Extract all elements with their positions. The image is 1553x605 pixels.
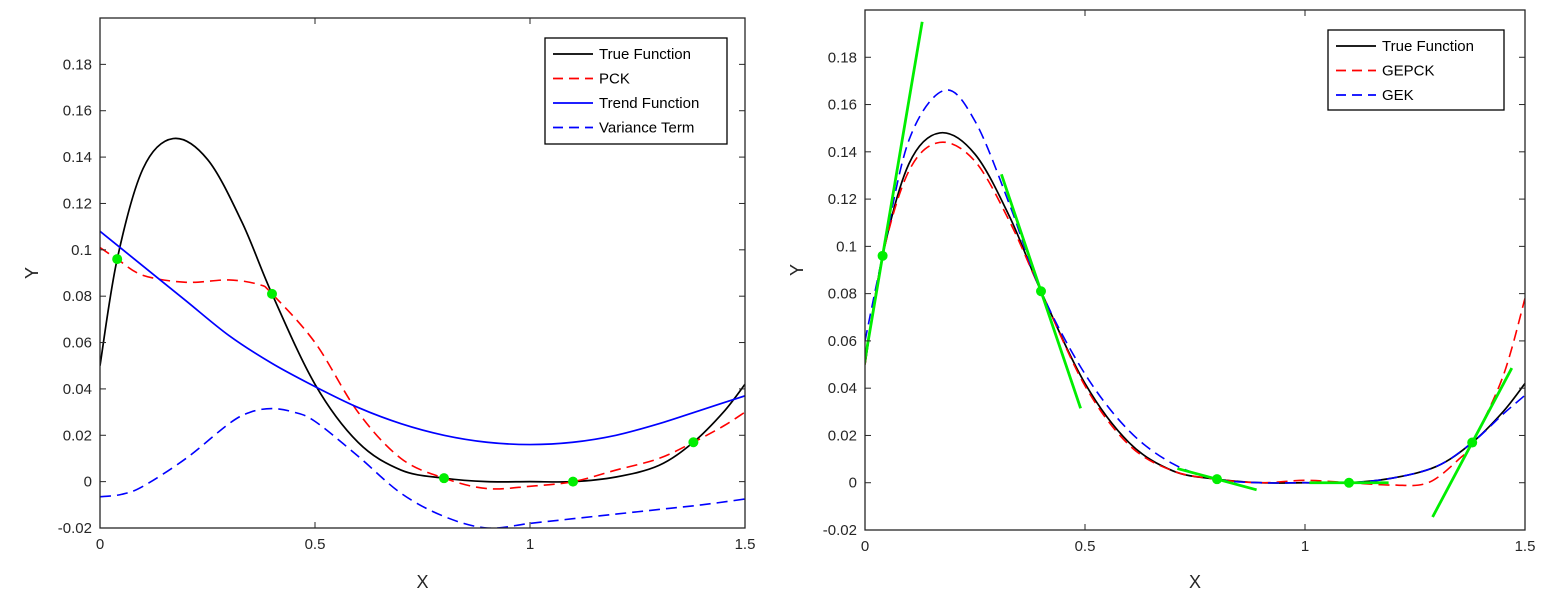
series-line-true-function bbox=[100, 137, 745, 483]
legend-label-pck: PCK bbox=[599, 71, 630, 88]
y-tick-label: 0.06 bbox=[63, 335, 92, 352]
y-tick-label: -0.02 bbox=[823, 522, 857, 539]
sample-point bbox=[1344, 477, 1354, 488]
y-tick-label: 0.02 bbox=[63, 427, 92, 444]
x-tick-label: 1.5 bbox=[735, 536, 756, 553]
legend-label-true-function: True Function bbox=[599, 46, 691, 63]
y-axis-label: Y bbox=[787, 264, 807, 276]
plot-area bbox=[865, 21, 1525, 518]
sample-point bbox=[112, 254, 123, 265]
y-tick-label: -0.02 bbox=[58, 520, 92, 537]
y-tick-label: 0.1 bbox=[71, 242, 92, 259]
y-tick-label: 0.08 bbox=[63, 288, 92, 305]
legend-label-gek: GEK bbox=[1382, 87, 1414, 104]
y-tick-label: 0.18 bbox=[828, 49, 857, 66]
y-tick-label: 0.18 bbox=[63, 56, 92, 73]
x-tick-label: 1 bbox=[526, 536, 534, 553]
chart-panel-right: 0 0.5 1 1.5-0.0200.020.040.060.080.10.120.1… bbox=[787, 9, 1536, 592]
y-tick-label: 0 bbox=[84, 474, 92, 491]
x-axis-label: X bbox=[1189, 572, 1201, 592]
axes-box bbox=[864, 9, 1526, 531]
x-axis-label: X bbox=[416, 572, 428, 592]
y-axis-label: Y bbox=[22, 267, 42, 279]
series-line-gepck bbox=[865, 141, 1525, 487]
x-tick-label: 1 bbox=[1301, 538, 1309, 555]
legend-box bbox=[544, 37, 728, 145]
series-line-gek bbox=[865, 89, 1525, 484]
sample-point bbox=[267, 288, 277, 299]
x-tick-label: 0.5 bbox=[1075, 538, 1096, 555]
y-tick-label: 0.16 bbox=[828, 97, 857, 114]
series-line-trend-function bbox=[100, 230, 745, 446]
y-tick-label: 0.08 bbox=[828, 286, 857, 303]
y-tick-label: 0.14 bbox=[828, 144, 857, 161]
y-tick-label: 0.14 bbox=[63, 149, 92, 166]
sample-point bbox=[1212, 474, 1222, 485]
sample-point bbox=[568, 476, 578, 487]
series-line-variance-term bbox=[100, 407, 745, 528]
y-tick-label: 0.06 bbox=[828, 333, 857, 350]
sample-point bbox=[1467, 437, 1478, 448]
legend: True Function PCK Trend Function Variance T… bbox=[544, 37, 728, 145]
legend-label-variance-term: Variance Term bbox=[599, 120, 694, 137]
y-tick-label: 0.04 bbox=[63, 381, 92, 398]
sample-point bbox=[439, 473, 449, 484]
y-tick-label: 0.12 bbox=[828, 191, 857, 208]
axes-box bbox=[99, 17, 746, 529]
legend-label-gepck: GEPCK bbox=[1382, 63, 1435, 80]
plot-area bbox=[100, 137, 745, 528]
legend: True Function GEPCK GEK bbox=[1327, 29, 1505, 111]
y-tick-label: 0.12 bbox=[63, 195, 92, 212]
x-tick-label: 0 bbox=[861, 538, 869, 555]
y-tick-label: 0.1 bbox=[836, 238, 857, 255]
legend-label-trend-function: Trend Function bbox=[599, 95, 699, 112]
legend-label-true-function: True Function bbox=[1382, 38, 1474, 55]
series-line-true-function bbox=[865, 131, 1525, 484]
x-tick-label: 0 bbox=[96, 536, 104, 553]
x-tick-label: 1.5 bbox=[1515, 538, 1536, 555]
y-tick-label: 0.04 bbox=[828, 380, 857, 397]
y-tick-label: 0 bbox=[849, 475, 857, 492]
y-tick-label: 0.02 bbox=[828, 427, 857, 444]
sample-point bbox=[877, 250, 888, 261]
sample-point bbox=[1036, 286, 1046, 297]
series-line-pck bbox=[100, 246, 745, 490]
x-tick-label: 0.5 bbox=[305, 536, 326, 553]
legend-box bbox=[1327, 29, 1505, 111]
sample-point bbox=[688, 437, 699, 448]
chart-panel-left: 0 0.5 1 1.5-0.0200.020.040.060.080.10.120.1… bbox=[22, 17, 756, 592]
y-tick-label: 0.16 bbox=[63, 103, 92, 120]
